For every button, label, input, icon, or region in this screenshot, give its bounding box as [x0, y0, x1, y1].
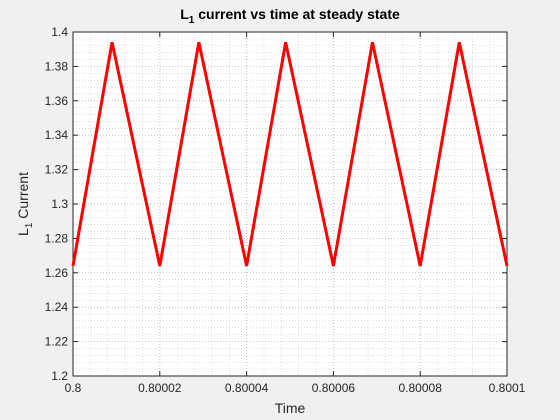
series-line [71, 42, 509, 267]
y-tick-label: 1.4 [51, 25, 68, 39]
x-tick-label: 0.8001 [489, 381, 526, 395]
y-tick-labels: 1.2 1.22 1.24 1.26 1.28 1.3 1.32 1.34 1.36 1.38 1.… [45, 25, 69, 383]
x-tick-label: 0.80006 [312, 381, 356, 395]
chart-title: L1 current vs time at steady state [180, 6, 400, 26]
x-tick-labels: 0.8 0.80002 0.80004 0.80006 0.80008 0.8001 [65, 381, 526, 395]
y-tick-label: 1.26 [45, 266, 69, 280]
y-tick-label: 1.32 [45, 163, 69, 177]
x-tick-label: 0.80004 [225, 381, 269, 395]
y-tick-label: 1.34 [45, 128, 69, 142]
x-tick-label: 0.80002 [138, 381, 182, 395]
x-tick-label: 0.8 [65, 381, 82, 395]
x-axis-label: Time [275, 400, 306, 416]
x-tick-label: 0.80008 [399, 381, 443, 395]
y-tick-label: 1.3 [51, 197, 68, 211]
y-tick-label: 1.28 [45, 231, 69, 245]
tick-marks [72, 31, 508, 377]
minor-grid [73, 32, 507, 376]
y-tick-label: 1.36 [45, 94, 69, 108]
y-tick-label: 1.2 [51, 369, 68, 383]
y-axis-label: L1 Current [15, 172, 35, 236]
series-layer [71, 42, 509, 267]
y-tick-label: 1.24 [45, 300, 69, 314]
y-tick-label: 1.38 [45, 59, 69, 73]
y-tick-label: 1.22 [45, 335, 69, 349]
